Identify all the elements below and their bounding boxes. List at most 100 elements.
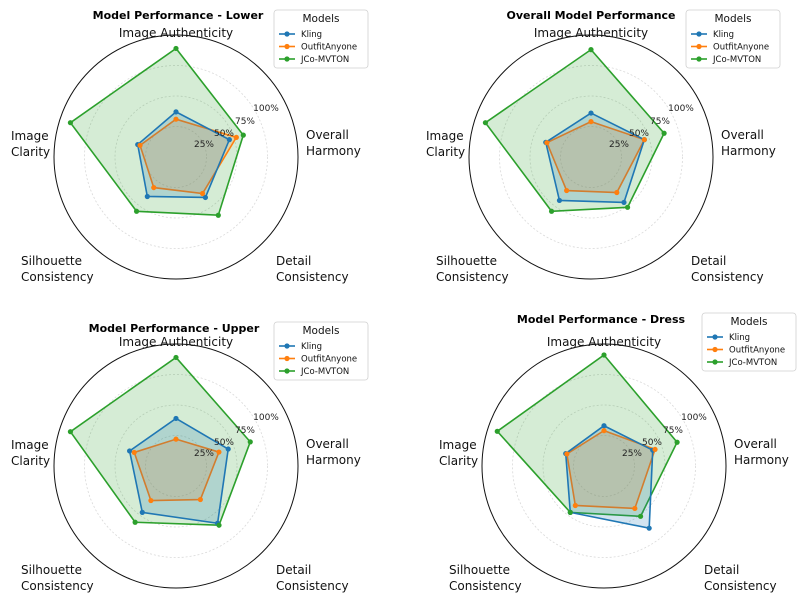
tick-label: 25% [194,140,214,150]
legend-marker-kling [284,31,290,37]
data-point-outfitanyone [572,502,578,509]
legend-box [701,312,797,372]
data-point-jco-mvton [240,132,246,138]
legend-label-outfitanyone: OutfitAnyone [301,355,357,365]
series-area-outfitanyone [139,118,238,195]
axis-label-image-authenticity: Image Authenticity [119,26,233,40]
data-point-kling [202,194,209,201]
data-point-outfitanyone [641,137,647,143]
tick-label: 25% [194,449,214,459]
data-point-jco-mvton [215,212,221,218]
series-area-jco-mvton [69,47,245,217]
axis-label-image-clarity: Image Clarity [11,129,50,159]
grid-ring [145,435,207,497]
data-point-jco-mvton [661,130,667,136]
axis-label-silhouette-consistency: Silhouette Consistency [449,563,522,593]
data-point-kling [225,446,231,452]
legend-label-jco-mvton: JCo-MVTON [300,367,349,377]
tick-label: 100% [681,413,707,423]
data-point-outfitanyone [173,436,179,442]
data-point-outfitanyone [173,116,179,122]
data-point-jco-mvton [173,354,179,361]
legend-box [685,9,781,69]
grid-ring [145,126,207,188]
tick-label: 50% [214,129,234,139]
data-point-jco-mvton [482,120,489,126]
data-point-outfitanyone [233,134,239,140]
tick-label: 100% [668,104,694,114]
radar-chart-model-performance-lower: 25%50%75% 100% Image Authenticity Overall Ha… [11,9,369,284]
chart-title: Model Performance - Upper [89,322,260,335]
data-point-jco-mvton [567,509,573,515]
data-point-outfitanyone [614,189,620,196]
outer-ring [53,34,299,280]
data-point-jco-mvton [674,439,680,445]
axis-label-image-clarity: Image Clarity [11,438,50,468]
axis-label-image-clarity: Image Clarity [439,438,478,468]
legend-title: Models [731,316,768,328]
data-point-outfitanyone [216,449,222,455]
chart-title: Model Performance - Dress [517,313,686,326]
data-point-jco-mvton [216,522,222,528]
legend-label-kling: Kling [713,30,734,40]
data-point-jco-mvton [67,429,74,435]
grid-ring [573,435,635,497]
data-point-outfitanyone [652,446,658,453]
data-point-jco-mvton [588,47,594,53]
tick-label: 100% [253,104,279,114]
data-point-kling [144,193,150,200]
data-point-outfitanyone [544,140,550,146]
data-point-outfitanyone [564,451,570,457]
data-point-kling [556,197,563,204]
data-point-outfitanyone [632,505,638,512]
axis-label-overall-harmony: Overall Harmony [306,128,361,158]
legend-label-kling: Kling [301,342,322,352]
data-point-jco-mvton [624,204,631,210]
legend-marker-jco-mvton [712,359,718,365]
data-point-outfitanyone [588,119,594,125]
data-point-jco-mvton [494,428,500,434]
data-point-jco-mvton [548,208,555,214]
data-point-outfitanyone [564,187,570,194]
axis-label-image-authenticity: Image Authenticity [119,335,233,349]
data-point-kling [646,525,652,531]
legend-marker-kling [696,31,702,37]
axis-label-detail-consistency: Detail Consistency [276,254,349,284]
data-point-outfitanyone [199,190,206,197]
tick-label: 25% [622,449,642,459]
legend-label-jco-mvton: JCo-MVTON [712,55,761,65]
tick-label: 75% [235,426,255,436]
legend-box [273,321,369,381]
data-point-kling [601,423,607,429]
legend-label-jco-mvton: JCo-MVTON [728,358,777,368]
legend-label-jco-mvton: JCo-MVTON [300,55,349,65]
legend-marker-outfitanyone [712,346,718,353]
grid-ring [84,374,268,558]
data-point-jco-mvton [247,439,253,445]
tick-label: 75% [235,117,255,127]
axis-label-image-clarity: Image Clarity [426,129,465,159]
legend: Models Kling OutfitAnyone JCo-MVTON [701,312,797,372]
legend-marker-kling [712,334,718,340]
data-point-jco-mvton [133,208,140,214]
data-point-jco-mvton [601,352,607,358]
series-area-outfitanyone [545,120,646,194]
axis-label-overall-harmony: Overall Harmony [734,437,789,467]
data-point-kling [126,448,133,454]
data-point-jco-mvton [173,45,179,52]
series-area-jco-mvton [484,48,666,213]
grid-ring [499,65,683,249]
data-point-kling [173,109,179,115]
outer-ring [468,34,714,280]
grid-ring [560,126,622,188]
legend-title: Models [303,325,340,337]
legend: Models Kling OutfitAnyone JCo-MVTON [273,321,369,381]
axis-label-image-authenticity: Image Authenticity [547,335,661,349]
axis-label-detail-consistency: Detail Consistency [276,563,349,593]
legend-label-outfitanyone: OutfitAnyone [729,346,785,356]
series-area-outfitanyone [133,438,220,502]
legend-title: Models [303,13,340,25]
data-point-kling [588,110,594,116]
data-point-kling [226,137,232,143]
